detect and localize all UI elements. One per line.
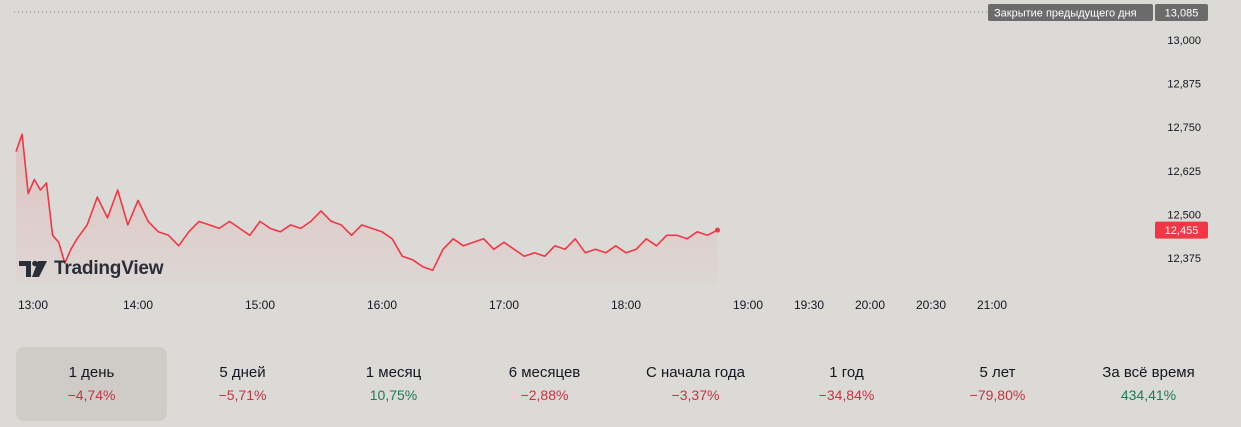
period-tab[interactable]: С начала года −3,37% [620,347,771,421]
period-label: 1 день [68,364,115,381]
y-tick-label: 13,000 [1167,35,1201,47]
brand-name: TradingView [54,258,164,279]
prev-close-value: 13,085 [1165,8,1199,20]
period-tab[interactable]: 6 месяцев −2,88% [469,347,620,421]
period-label: 1 месяц [365,364,422,381]
period-label: За всё время [1102,364,1195,381]
x-tick-label: 14:00 [123,298,153,312]
x-tick-label: 13:00 [18,298,48,312]
period-change: −79,80% [969,387,1026,403]
y-tick-label: 12,500 [1167,209,1201,221]
period-tab[interactable]: 1 день −4,74% [16,347,167,421]
period-label: С начала года [646,364,745,381]
period-change: −2,88% [520,387,569,403]
period-tab[interactable]: 5 лет −79,80% [922,347,1073,421]
period-change: −4,74% [67,387,116,403]
last-point-marker [715,227,720,233]
prev-close-label: Закрытие предыдущего дня [994,8,1137,20]
x-tick-label: 21:00 [977,298,1007,312]
period-tab[interactable]: 5 дней −5,71% [167,347,318,421]
period-label: 1 год [829,364,864,381]
price-chart[interactable]: Закрытие предыдущего дня 13,085 13,000 12… [0,0,1241,340]
period-label: 6 месяцев [508,364,581,381]
x-tick-label: 15:00 [245,298,275,312]
period-label: 5 лет [979,364,1016,381]
price-line [15,133,718,271]
last-price-badge: 12,455 [1155,221,1208,239]
y-tick-label: 12,625 [1167,166,1201,178]
tradingview-logo: TradingView [18,258,164,280]
period-change: −5,71% [218,387,267,403]
period-change: −34,84% [818,387,875,403]
y-axis: 13,000 12,875 12,750 12,625 12,500 12,375 [1167,35,1201,265]
x-tick-label: 19:00 [733,298,763,312]
x-tick-label: 17:00 [489,298,519,312]
y-tick-label: 12,750 [1167,122,1201,134]
period-label: 5 дней [219,364,266,381]
period-tab[interactable]: 1 месяц 10,75% [318,347,469,421]
y-tick-label: 12,875 [1167,79,1201,91]
period-tab[interactable]: 1 год −34,84% [771,347,922,421]
x-tick-label: 18:00 [611,298,641,312]
price-area-fill [16,134,718,285]
x-tick-label: 19:30 [794,298,824,312]
x-axis: 13:00 14:00 15:00 16:00 17:00 18:00 19:00 19:30… [18,298,1007,312]
prev-close-badge: Закрытие предыдущего дня 13,085 [988,4,1208,21]
x-tick-label: 20:30 [916,298,946,312]
period-change: 10,75% [369,387,418,403]
x-tick-label: 20:00 [855,298,885,312]
period-tab[interactable]: За всё время 434,41% [1073,347,1224,421]
period-selector: 1 день −4,74% 5 дней −5,71% 1 месяц 10,75% 6 м… [16,347,1226,421]
last-price-value: 12,455 [1165,225,1199,237]
period-change: −3,37% [671,387,720,403]
tradingview-icon [19,260,47,277]
y-tick-label: 12,375 [1167,253,1201,265]
period-change: 434,41% [1120,387,1177,403]
x-tick-label: 16:00 [367,298,397,312]
